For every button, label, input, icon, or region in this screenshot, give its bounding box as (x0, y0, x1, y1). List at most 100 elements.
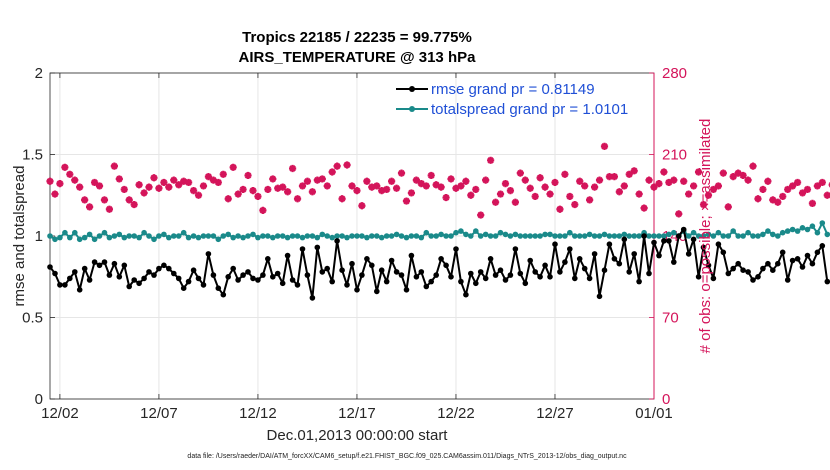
assimilated-obs-point (229, 163, 237, 171)
rmse-point (814, 249, 821, 256)
rmse-point (225, 274, 231, 280)
totalspread-point (359, 233, 365, 239)
rmse-point (428, 278, 435, 285)
totalspread-point (383, 233, 390, 239)
totalspread-point (180, 229, 187, 236)
rmse-point (116, 274, 123, 280)
assimilated-obs-point (175, 181, 183, 189)
totalspread-point (730, 228, 736, 234)
rmse-point (710, 275, 717, 282)
rmse-point (398, 272, 405, 278)
assimilated-obs-point (145, 183, 153, 191)
assimilated-obs-point (729, 173, 737, 181)
y2-axis-label: # of obs: o=possible; ×=assimilated (697, 119, 714, 354)
series-rmse (47, 226, 830, 301)
assimilated-obs-point (90, 178, 99, 187)
assimilated-obs-point (447, 175, 455, 183)
totalspread-point (205, 233, 212, 239)
totalspread-point (349, 233, 355, 239)
rmse-point (532, 269, 538, 275)
totalspread-point (374, 233, 380, 239)
assimilated-obs-point (303, 177, 312, 185)
totalspread-point (656, 233, 662, 239)
rmse-point (809, 260, 816, 267)
assimilated-obs-point (343, 161, 351, 169)
assimilated-obs-point (754, 195, 762, 203)
assimilated-obs-point (764, 177, 772, 185)
rmse-point (661, 238, 667, 244)
rmse-point (52, 270, 58, 277)
assimilated-obs-point (521, 176, 529, 184)
totalspread-point (463, 231, 469, 238)
assimilated-obs-point (412, 176, 420, 184)
totalspread-point (586, 231, 593, 238)
totalspread-point (161, 231, 167, 238)
rmse-point (136, 280, 142, 287)
totalspread-point (190, 233, 197, 239)
totalspread-point (527, 233, 533, 239)
assimilated-obs-point (442, 193, 450, 202)
rmse-point (453, 246, 459, 252)
rmse-point (403, 287, 410, 293)
assimilated-obs-point (630, 167, 638, 175)
rmse-point (265, 255, 271, 262)
y2-tick-label: 0 (662, 391, 670, 408)
totalspread-point (725, 233, 732, 239)
assimilated-obs-point (541, 183, 549, 191)
assimilated-obs-point (808, 199, 817, 207)
assimilated-obs-point (793, 178, 802, 187)
rmse-point (804, 252, 811, 259)
totalspread-point (265, 233, 271, 239)
rmse-point (715, 241, 722, 247)
totalspread-point (621, 231, 628, 238)
rmse-point (651, 239, 657, 246)
totalspread-point (240, 234, 246, 241)
rmse-point (745, 269, 751, 275)
rmse-point (180, 285, 187, 292)
assimilated-obs-point (150, 174, 158, 182)
assimilated-obs-point (249, 186, 257, 195)
rmse-point (463, 291, 469, 298)
rmse-point (220, 291, 227, 298)
rmse-point (274, 270, 281, 277)
assimilated-obs-point (328, 168, 336, 176)
totalspread-point (705, 231, 712, 238)
rmse-point (819, 243, 826, 249)
totalspread-point (799, 225, 806, 231)
assimilated-obs-point (482, 176, 490, 184)
assimilated-obs-point (234, 190, 242, 198)
assimilated-obs-point (625, 170, 633, 178)
rmse-point (364, 255, 370, 262)
rmse-point (581, 265, 588, 272)
rmse-point (507, 272, 514, 278)
totalspread-point (468, 233, 474, 239)
totalspread-point (626, 233, 632, 239)
legend-rmse-marker (409, 86, 415, 92)
assimilated-obs-point (581, 182, 589, 190)
totalspread-point (507, 233, 514, 239)
rmse-point (121, 262, 128, 269)
assimilated-obs-point (600, 142, 609, 150)
totalspread-point (423, 229, 430, 236)
rmse-point (680, 226, 687, 233)
rmse-point (522, 280, 529, 287)
totalspread-point (547, 231, 553, 238)
rmse-point (151, 272, 157, 278)
rmse-point (705, 262, 712, 269)
y-axis-label: rmse and totalspread (11, 166, 28, 307)
assimilated-obs-point (506, 186, 515, 195)
assimilated-obs-point (180, 177, 188, 185)
rmse-point (740, 267, 746, 274)
rmse-point (299, 246, 306, 252)
rmse-point (250, 275, 256, 282)
assimilated-obs-point (46, 177, 54, 185)
totalspread-point (62, 229, 68, 236)
assimilated-obs-point (749, 162, 757, 170)
rmse-point (443, 262, 449, 269)
assimilated-obs-point (511, 198, 519, 206)
totalspread-point (715, 229, 722, 236)
rmse-point (626, 269, 632, 275)
rmse-point (760, 265, 766, 272)
assimilated-obs-point (432, 181, 440, 189)
totalspread-point (398, 233, 405, 239)
